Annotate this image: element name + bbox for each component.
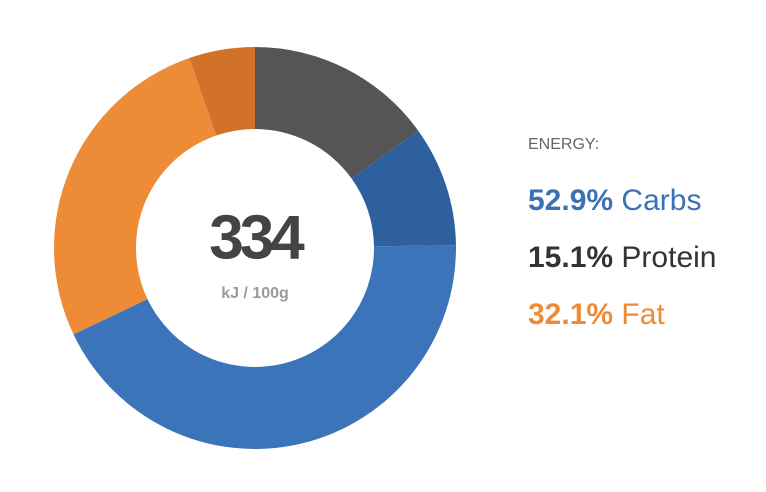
center-value: 334 [209,203,305,272]
donut-segment [54,58,217,335]
donut-segment [351,130,456,247]
legend-label: Carbs [621,184,701,217]
legend-label: Protein [621,241,716,274]
legend-entry: 32.1% Fat [528,298,665,331]
legend-value: 32.1% [528,298,613,331]
legend-value: 52.9% [528,184,613,217]
legend-entry: 52.9% Carbs [528,184,701,217]
legend-value: 15.1% [528,241,613,274]
legend-label: Fat [621,298,665,331]
donut-segment [73,245,456,449]
donut-segment [255,47,419,179]
donut-segment [189,47,255,136]
legend-title: ENERGY: [528,136,599,153]
legend-entry: 15.1% Protein [528,241,716,274]
center-unit: kJ / 100g [221,285,289,302]
